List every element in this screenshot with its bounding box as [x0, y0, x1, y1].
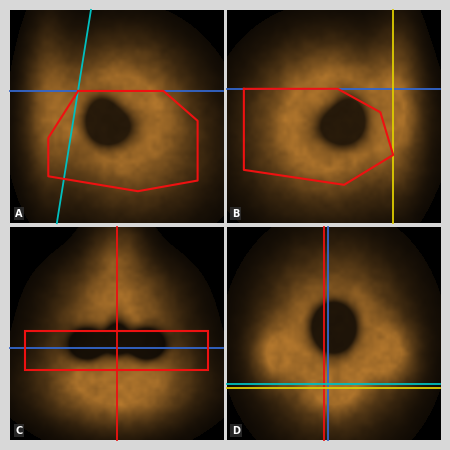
Text: A: A — [15, 209, 23, 219]
Bar — [25, 331, 208, 370]
Text: D: D — [232, 426, 240, 436]
Text: C: C — [15, 426, 22, 436]
Text: B: B — [232, 209, 239, 219]
